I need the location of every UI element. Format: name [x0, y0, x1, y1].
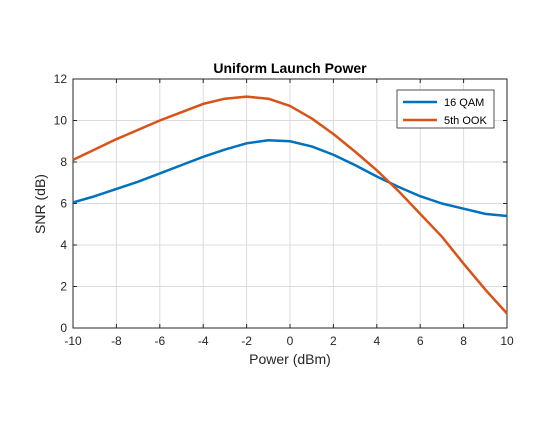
- y-axis-label: SNR (dB): [32, 174, 48, 234]
- legend-entry-5th-ook: 5th OOK: [444, 115, 487, 127]
- x-axis-label: Power (dBm): [249, 351, 331, 367]
- x-tick-labels: -10 -8 -6 -4 -2 0 2 4 6 8 10: [64, 334, 514, 348]
- y-tick-label: 10: [54, 114, 68, 128]
- series-lines: [72, 95, 508, 315]
- series-line-16-qam: [72, 138, 508, 218]
- x-tick-label: -6: [154, 334, 165, 348]
- y-tick-labels: 0 2 4 6 8 10 12: [54, 72, 68, 335]
- tick-marks: [72, 78, 508, 329]
- series-line-5th-ook: [72, 95, 508, 315]
- x-tick-label: 4: [373, 334, 380, 348]
- x-tick-label: 2: [330, 334, 337, 348]
- x-tick-label: 0: [287, 334, 294, 348]
- x-tick-label: 6: [417, 334, 424, 348]
- x-tick-label: -2: [241, 334, 252, 348]
- x-tick-label: 10: [500, 334, 514, 348]
- x-tick-label: -8: [111, 334, 122, 348]
- x-tick-label: -10: [64, 334, 82, 348]
- legend-box: [396, 89, 495, 129]
- y-tick-label: 8: [60, 155, 67, 169]
- legend: 16 QAM 5th OOK: [396, 89, 495, 129]
- y-tick-label: 0: [60, 321, 67, 335]
- y-tick-label: 2: [60, 280, 67, 294]
- chart-title: Uniform Launch Power: [213, 60, 367, 76]
- y-tick-label: 4: [60, 238, 67, 252]
- x-tick-label: -4: [198, 334, 209, 348]
- legend-entry-16-qam: 16 QAM: [444, 97, 484, 109]
- y-tick-label: 6: [60, 197, 67, 211]
- y-tick-label: 12: [54, 72, 68, 86]
- x-tick-label: 8: [460, 334, 467, 348]
